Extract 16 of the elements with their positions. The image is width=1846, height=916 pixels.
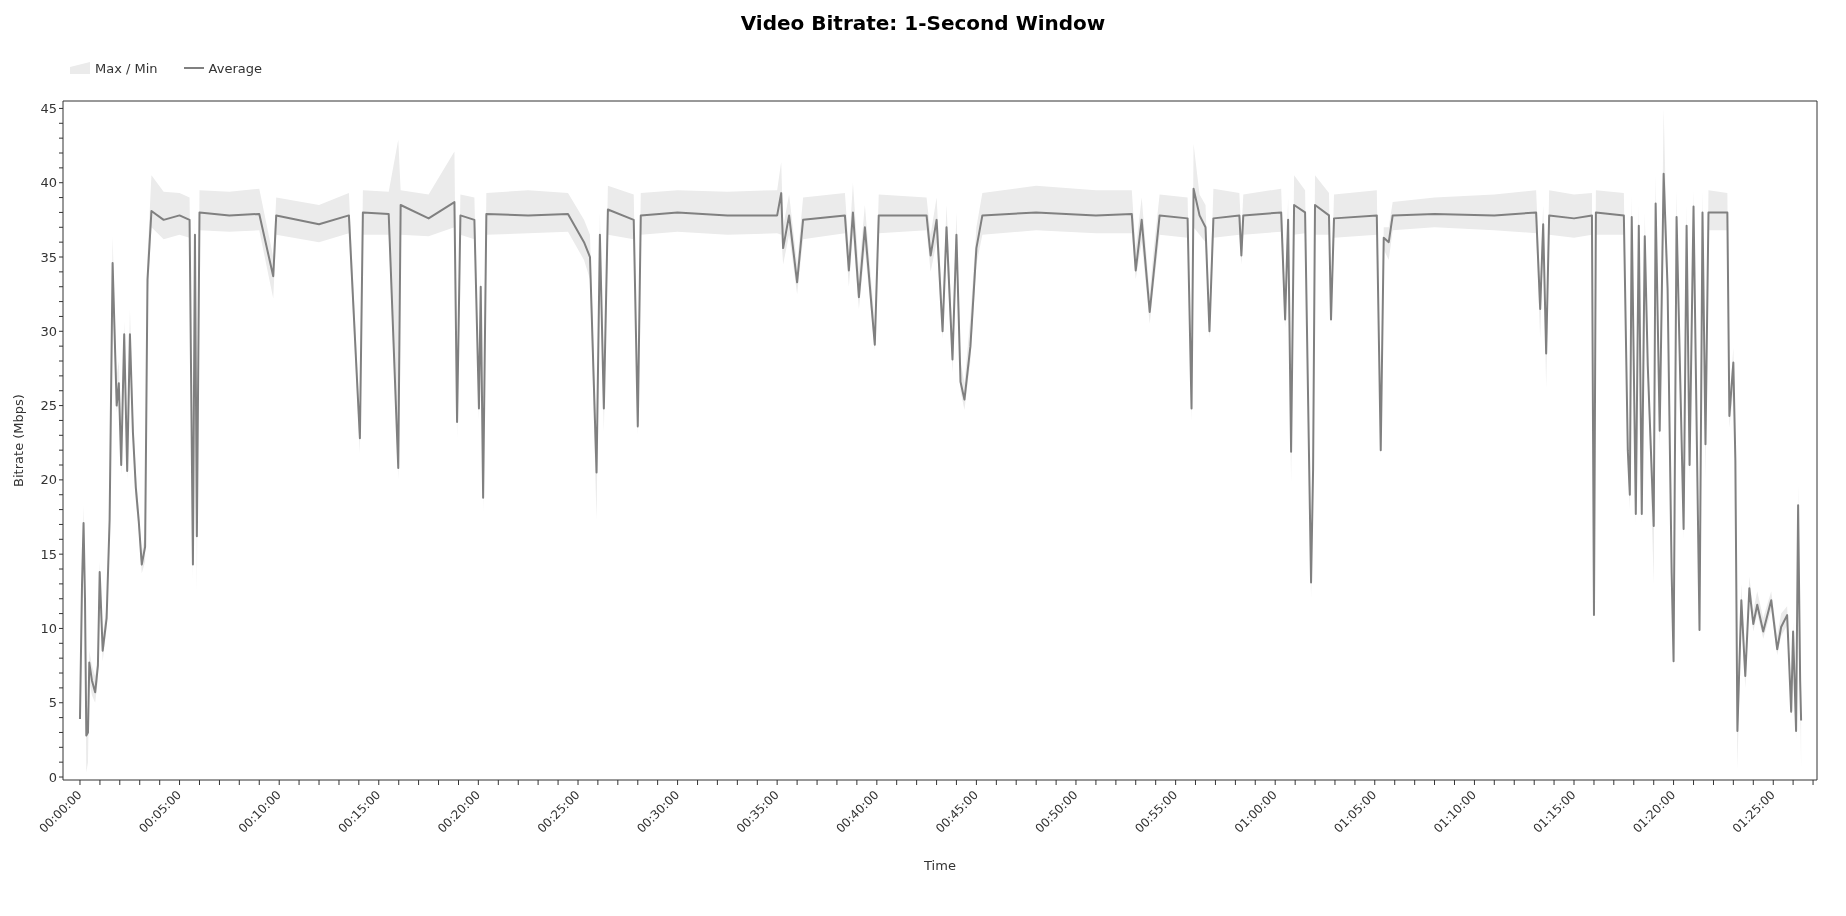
- y-tick-label: 0: [48, 769, 57, 785]
- chart-title: Video Bitrate: 1-Second Window: [739, 10, 1107, 37]
- y-tick-label: 45: [40, 101, 57, 117]
- y-tick-label: 25: [40, 398, 57, 414]
- legend-label: Average: [208, 60, 262, 76]
- y-tick-label: 40: [40, 175, 57, 191]
- y-tick-label: 15: [40, 546, 57, 562]
- y-tick-label: 10: [40, 621, 57, 637]
- y-tick-label: 30: [40, 323, 57, 339]
- x-axis-title: Time: [923, 858, 956, 873]
- y-tick-label: 5: [48, 695, 57, 711]
- y-tick-label: 35: [40, 249, 57, 265]
- line-series: [78, 172, 1803, 737]
- y-tick-label: 20: [40, 472, 57, 488]
- y-axis-title: Bitrate (Mbps): [10, 394, 26, 487]
- text: Max / Min: [95, 60, 158, 76]
